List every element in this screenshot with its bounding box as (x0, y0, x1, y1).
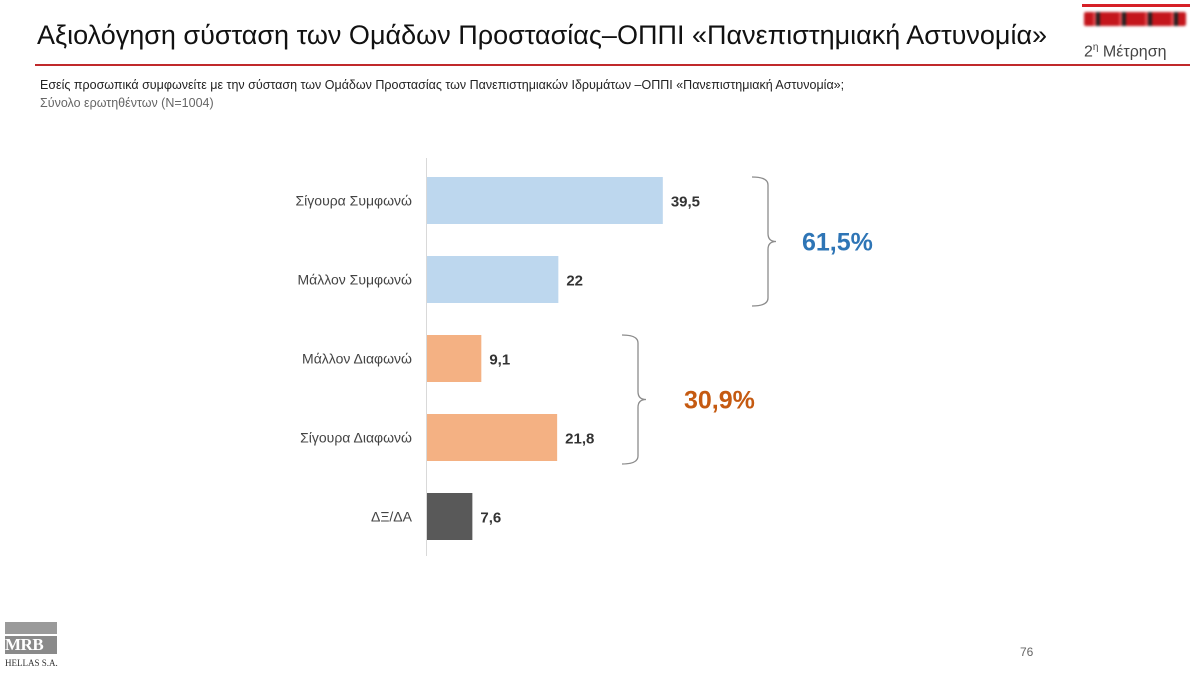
value-label-0: 39,5 (671, 194, 700, 211)
bar-4 (427, 493, 473, 540)
measurement-word: Μέτρηση (1102, 43, 1167, 61)
mrb-logo-text: MRB (5, 635, 44, 654)
value-label-1: 22 (566, 273, 583, 290)
bar-0 (427, 177, 663, 224)
bars-group: Σίγουρα Συμφωνώ 39,5 Μάλλον Συμφωνώ 22 Μάλλο… (296, 177, 700, 540)
page-title: Αξιολόγηση σύσταση των Ομάδων Προστασίας… (37, 20, 1048, 50)
category-label-2: Μάλλον Διαφωνώ (302, 351, 412, 367)
measurement-superscript: η (1092, 42, 1099, 53)
client-logo (1082, 4, 1190, 30)
category-label-1: Μάλλον Συμφωνώ (297, 272, 412, 288)
group-total-0: 61,5% (802, 229, 873, 257)
group-brackets: 61,5% 30,9% (621, 176, 873, 465)
value-label-4: 7,6 (480, 510, 501, 527)
value-label-2: 9,1 (489, 352, 510, 369)
category-label-3: Σίγουρα Διαφωνώ (300, 430, 412, 446)
page-number: 76 (1020, 645, 1034, 659)
category-label-0: Σίγουρα Συμφωνώ (296, 193, 413, 209)
measurement-label: 2η Μέτρηση (1084, 42, 1166, 61)
value-label-3: 21,8 (565, 431, 594, 448)
survey-question: Εσείς προσωπικά συμφωνείτε με την σύστασ… (40, 78, 845, 92)
measurement-number: 2 (1084, 43, 1093, 61)
bar-3 (427, 414, 558, 461)
mrb-logo-subtitle: HELLAS S.A. (5, 658, 58, 668)
bar-1 (427, 256, 559, 303)
sample-base-note: Σύνολο ερωτηθέντων (Ν=1004) (40, 96, 214, 110)
group-bracket-1 (621, 334, 647, 465)
mrb-logo: MRB HELLAS S.A. (5, 620, 63, 672)
group-total-1: 30,9% (684, 387, 755, 415)
bar-2 (427, 335, 482, 382)
title-underline (35, 64, 1190, 66)
category-label-4: ΔΞ/ΔΑ (371, 509, 413, 525)
group-bracket-0 (751, 176, 777, 307)
